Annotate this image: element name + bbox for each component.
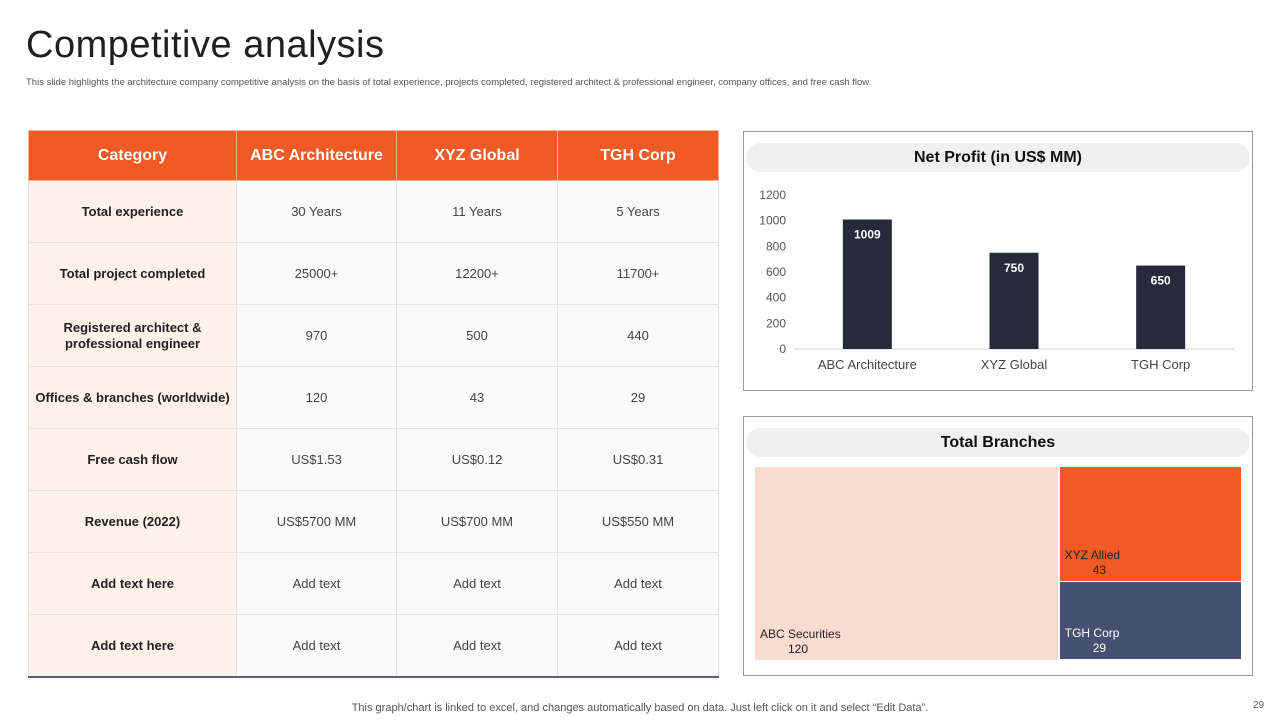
cell-category: Add text here xyxy=(28,552,237,615)
cell-xyz-global: Add text xyxy=(396,552,558,615)
cell-xyz-global: 500 xyxy=(396,304,558,367)
cell-abc-architecture: US$1.53 xyxy=(236,428,397,491)
cell-category: Free cash flow xyxy=(28,428,237,491)
cell-tgh-corp: US$550 MM xyxy=(557,490,719,553)
treemap-tile-label: TGH Corp 29 xyxy=(1065,626,1120,656)
page-title: Competitive analysis xyxy=(26,24,385,66)
bar[interactable] xyxy=(842,219,892,349)
cell-abc-architecture: 970 xyxy=(236,304,397,367)
y-tick-label: 200 xyxy=(766,316,786,330)
table-row: Registered architect & professional engi… xyxy=(28,304,719,367)
cell-category: Add text here xyxy=(28,614,237,678)
cell-abc-architecture: 25000+ xyxy=(236,242,397,305)
treemap-tile-value: 43 xyxy=(1092,563,1107,578)
x-category-label: XYZ Global xyxy=(981,357,1048,372)
header-xyz-global: XYZ Global xyxy=(396,130,558,181)
total-branches-chart[interactable]: Total Branches ABC Securities 120 XYZ Alli… xyxy=(743,416,1253,676)
header-category: Category xyxy=(28,130,237,181)
cell-tgh-corp: 29 xyxy=(557,366,719,429)
x-category-label: TGH Corp xyxy=(1131,357,1190,372)
y-tick-label: 1000 xyxy=(759,214,786,228)
treemap-tile-value: 29 xyxy=(1092,640,1107,655)
cell-abc-architecture: Add text xyxy=(236,552,397,615)
treemap-tile-value: 120 xyxy=(788,642,809,656)
cell-category: Total experience xyxy=(28,180,237,243)
net-profit-chart[interactable]: Net Profit (in US$ MM) 0 200 400 600 800 1000… xyxy=(743,131,1253,391)
y-tick-label: 400 xyxy=(766,291,786,305)
cell-abc-architecture: Add text xyxy=(236,614,397,678)
y-tick-label: 0 xyxy=(779,342,786,356)
cell-tgh-corp: Add text xyxy=(557,552,719,615)
cell-tgh-corp: 440 xyxy=(557,304,719,367)
y-tick-label: 1200 xyxy=(759,188,786,202)
y-tick-label: 800 xyxy=(766,239,786,253)
bar-data-label: 1009 xyxy=(854,228,881,242)
cell-xyz-global: US$0.12 xyxy=(396,428,558,491)
cell-abc-architecture: US$5700 MM xyxy=(236,490,397,553)
page-subtitle: This slide highlights the architecture c… xyxy=(26,77,872,88)
treemap-tile-name: TGH Corp xyxy=(1064,625,1120,640)
treemap-tile-label: XYZ Allied 43 xyxy=(1065,548,1120,578)
table-row: Add text here Add text Add text Add text xyxy=(28,614,719,678)
cell-xyz-global: 12200+ xyxy=(396,242,558,305)
cell-category: Offices & branches (worldwide) xyxy=(28,366,237,429)
table-row: Add text here Add text Add text Add text xyxy=(28,552,719,615)
header-abc-architecture: ABC Architecture xyxy=(236,130,397,181)
table-row: Revenue (2022) US$5700 MM US$700 MM US$550 … xyxy=(28,490,719,553)
cell-xyz-global: US$700 MM xyxy=(396,490,558,553)
table-row: Total project completed 25000+ 12200+ 11700… xyxy=(28,242,719,305)
cell-tgh-corp: 5 Years xyxy=(557,180,719,243)
bar[interactable] xyxy=(1136,265,1186,349)
cell-xyz-global: 11 Years xyxy=(396,180,558,243)
treemap-tile-name: ABC Securities xyxy=(760,627,841,641)
header-tgh-corp: TGH Corp xyxy=(557,130,719,181)
x-category-label: ABC Architecture xyxy=(818,357,917,372)
table-row: Free cash flow US$1.53 US$0.12 US$0.31 xyxy=(28,428,719,491)
treemap-tile-label: ABC Securities 120 xyxy=(760,627,841,657)
bar[interactable] xyxy=(989,252,1039,349)
treemap-tile[interactable]: XYZ Allied 43 xyxy=(1059,467,1241,582)
treemap-tile[interactable]: ABC Securities 120 xyxy=(755,467,1058,660)
bar-chart-svg: 0 200 400 600 800 1000 1200 1009 ABC Architectur… xyxy=(759,188,1234,372)
bar-data-label: 650 xyxy=(1151,274,1171,288)
chart-title: Net Profit (in US$ MM) xyxy=(746,143,1250,172)
table-row: Total experience 30 Years 11 Years 5 Years xyxy=(28,180,719,243)
page-number: 29 xyxy=(1253,700,1265,711)
cell-category: Revenue (2022) xyxy=(28,490,237,553)
cell-category: Registered architect & professional engi… xyxy=(28,304,237,367)
chart-title: Total Branches xyxy=(746,428,1250,457)
footer-note: This graph/chart is linked to excel, and… xyxy=(351,702,929,714)
cell-tgh-corp: Add text xyxy=(557,614,719,678)
table-header-row: Category ABC Architecture XYZ Global TGH… xyxy=(28,130,719,181)
table-row: Offices & branches (worldwide) 120 43 29 xyxy=(28,366,719,429)
treemap-tile-name: XYZ Allied xyxy=(1064,548,1121,563)
y-tick-label: 600 xyxy=(766,265,786,279)
cell-tgh-corp: US$0.31 xyxy=(557,428,719,491)
cell-category: Total project completed xyxy=(28,242,237,305)
cell-xyz-global: 43 xyxy=(396,366,558,429)
treemap-tile[interactable]: TGH Corp 29 xyxy=(1059,582,1241,659)
competitive-table: Category ABC Architecture XYZ Global TGH… xyxy=(28,130,719,678)
bar-data-label: 750 xyxy=(1004,261,1024,275)
cell-tgh-corp: 11700+ xyxy=(557,242,719,305)
cell-xyz-global: Add text xyxy=(396,614,558,678)
cell-abc-architecture: 120 xyxy=(236,366,397,429)
cell-abc-architecture: 30 Years xyxy=(236,180,397,243)
